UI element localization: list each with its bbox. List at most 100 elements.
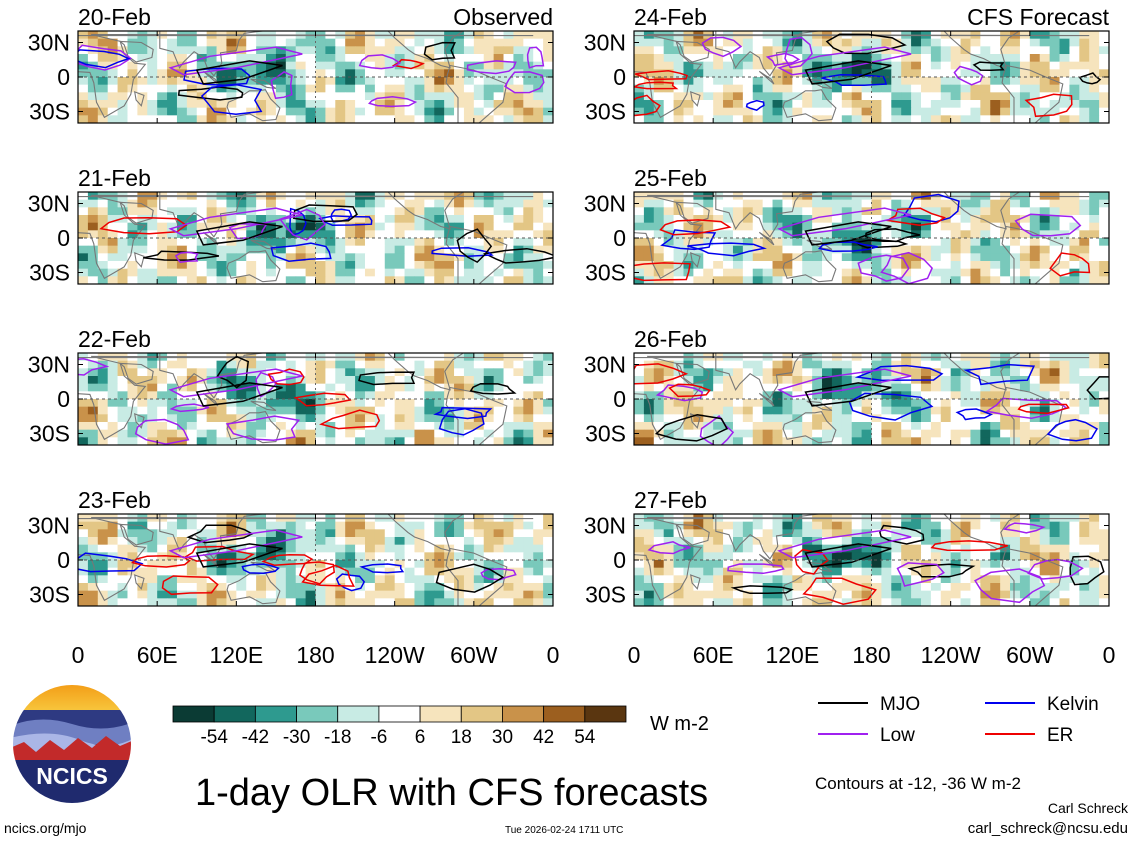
olr-cell [713,560,724,569]
olr-cell [216,38,227,47]
olr-cell [772,268,783,277]
olr-cell [950,598,961,606]
olr-cell [483,84,495,93]
olr-cell [78,192,89,201]
olr-cell [752,54,764,63]
wave-contour [177,86,244,101]
olr-cell [930,92,942,101]
olr-cell [990,376,1001,385]
olr-cell [87,107,99,116]
wave-contour [293,392,352,407]
olr-cell [404,414,415,423]
olr-cell [176,84,188,93]
olr-cell [523,192,534,201]
olr-cell [523,230,534,239]
olr-cell [355,92,366,101]
olr-cell [513,383,524,392]
olr-cell [345,77,356,86]
olr-cell [167,583,178,592]
olr-cell [206,276,217,284]
olr-cell [1039,567,1051,576]
olr-cell [275,422,287,431]
olr-cell [493,92,504,101]
olr-cell [1039,215,1051,224]
olr-cell [167,437,178,445]
olr-cell [463,77,475,86]
olr-cell [772,406,783,415]
olr-cell [345,590,356,599]
olr-cell [1089,61,1100,70]
coastline [202,70,219,85]
olr-cell [802,560,813,569]
olr-cell [1010,245,1021,254]
olr-cell [503,238,514,247]
olr-cell [127,529,138,538]
olr-cell [364,61,376,70]
olr-cell [444,414,455,423]
olr-cell [355,100,366,109]
olr-cell [822,107,833,116]
olr-cell [723,92,734,101]
olr-cell [663,238,674,247]
olr-cell [127,207,138,216]
olr-cell [762,537,773,546]
olr-cell [503,598,514,606]
olr-cell [414,230,425,239]
olr-cell [1019,383,1031,392]
olr-cell [404,391,415,400]
olr-cell [226,437,237,445]
olr-cell [325,115,336,123]
olr-cell [772,92,783,101]
olr-cell [454,583,465,592]
olr-cell [792,276,803,284]
olr-cell [355,368,366,377]
olr-cell [1089,54,1100,63]
olr-cell [792,399,803,408]
olr-cell [305,560,316,569]
olr-cell [196,100,208,109]
olr-cell [543,552,553,561]
olr-cell [1029,383,1041,392]
olr-cell [176,521,188,530]
olr-cell [723,583,734,592]
olr-cell [355,222,366,231]
olr-cell [713,552,724,561]
olr-cell [97,230,109,239]
olr-cell [483,276,495,284]
olr-cell [960,84,971,93]
olr-cell [643,215,655,224]
olr-cell [463,583,475,592]
olr-cell [216,207,227,216]
olr-cell [157,115,168,123]
olr-cell [285,253,297,262]
olr-cell [742,245,754,254]
olr-cell [881,590,892,599]
olr-cell [226,38,237,47]
olr-cell [693,222,704,231]
olr-cell [762,575,773,584]
olr-cell [473,391,485,400]
olr-cell [653,222,665,231]
olr-cell [335,544,346,553]
olr-cell [683,360,694,369]
olr-cell [206,100,217,109]
olr-cell [186,199,198,208]
olr-cell [742,529,754,538]
olr-cell [1049,245,1060,254]
wave-contour [78,49,131,69]
olr-cell [285,429,297,438]
olr-cell [1099,115,1109,123]
olr-cell [940,406,952,415]
olr-cell [1059,437,1070,445]
olr-cell [703,368,714,377]
olr-cell [206,360,217,369]
olr-cell [802,253,813,262]
olr-cell [673,414,684,423]
olr-cell [950,261,961,270]
olr-cell [1010,537,1021,546]
olr-cell [881,222,892,231]
olr-cell [503,560,514,569]
coastline [634,33,1090,119]
olr-cell [186,575,198,584]
wave-contour [955,408,994,421]
